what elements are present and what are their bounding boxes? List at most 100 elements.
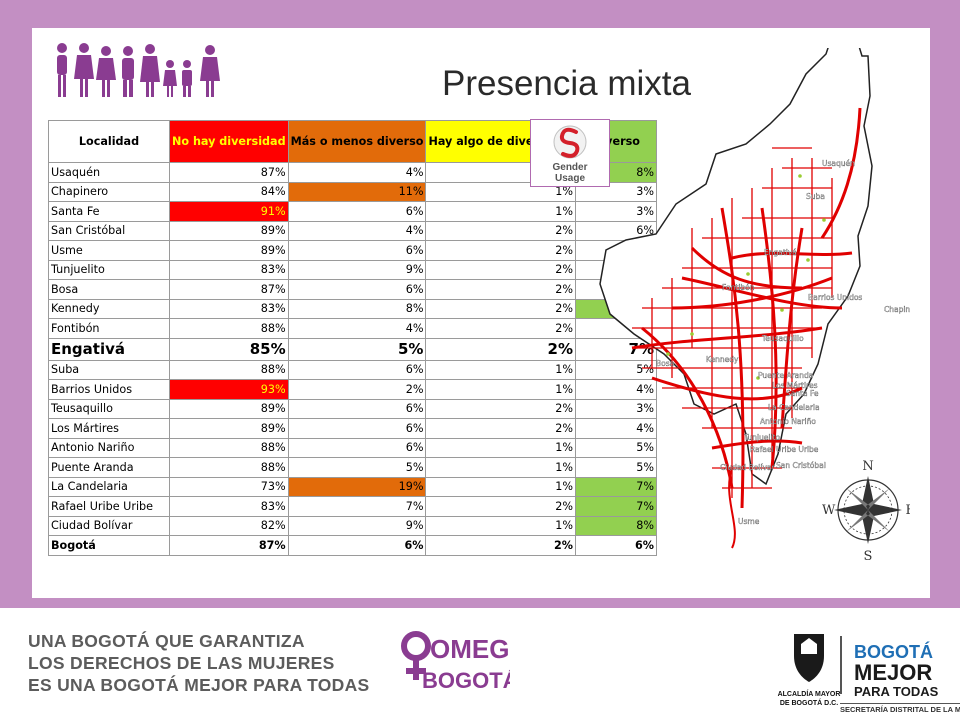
cell-no-diversidad: 87% (169, 162, 289, 183)
cell-mas-o-menos: 6% (287, 279, 427, 300)
cell-localidad: Bogotá (48, 535, 170, 556)
slide: Presencia mixta Localidad No hay diversi… (32, 28, 930, 598)
cell-localidad: Usaquén (48, 162, 170, 183)
cell-algo-diversidad: 2% (425, 240, 576, 261)
table-row: Ciudad Bolívar 82% 9% 1% 8% (48, 515, 657, 536)
slogan-line-1: UNA BOGOTÁ QUE GARANTIZA (28, 631, 305, 651)
cell-algo-diversidad: 2% (425, 535, 576, 556)
table-row: Suba 88% 6% 1% 5% (48, 359, 657, 380)
cell-diverso: 6% (575, 220, 657, 241)
cell-mas-o-menos: 8% (287, 298, 427, 319)
compass-n: N (862, 459, 873, 474)
cell-mas-o-menos: 5% (287, 337, 427, 361)
cell-algo-diversidad: 1% (425, 515, 576, 536)
cell-localidad: Kennedy (48, 298, 170, 319)
map-label-teusaquillo: Teusaquillo (761, 334, 804, 343)
table-row: Engativá 85% 5% 2% 7% (48, 337, 657, 361)
bogota-mejor-logo: BOGOTÁ MEJOR PARA TODAS (854, 641, 939, 699)
cell-algo-diversidad: 2% (425, 418, 576, 439)
people-icons (57, 43, 220, 97)
cell-diverso: 5% (575, 437, 657, 458)
cell-diverso: 3% (575, 201, 657, 222)
map-label-kennedy: Kennedy (706, 355, 739, 364)
cell-no-diversidad: 87% (169, 279, 289, 300)
gender-usage-logo: Gender Usage (530, 119, 610, 187)
cell-mas-o-menos: 6% (287, 240, 427, 261)
diversity-table: Localidad No hay diversidad Más o menos … (48, 120, 657, 556)
cell-no-diversidad: 83% (169, 298, 289, 319)
cell-mas-o-menos: 9% (287, 259, 427, 280)
table-row: Antonio Nariño 88% 6% 1% 5% (48, 437, 657, 458)
slide-title: Presencia mixta (442, 64, 691, 103)
cell-no-diversidad: 88% (169, 437, 289, 458)
slogan-line-2: LOS DERECHOS DE LAS MUJERES (28, 653, 335, 673)
cell-localidad: Los Mártires (48, 418, 170, 439)
para-todas-text: PARA TODAS (854, 684, 939, 699)
cell-algo-diversidad: 2% (425, 298, 576, 319)
cell-localidad: Suba (48, 359, 170, 380)
cell-localidad: Ciudad Bolívar (48, 515, 170, 536)
secretaria-label: SECRETARÍA DISTRITAL DE LA MUJER (840, 703, 960, 714)
map-label-rafael-uribe: Rafael Uribe Uribe (750, 445, 819, 454)
map-label-la-candelaria: La Candelaria (768, 403, 820, 412)
cell-mas-o-menos: 2% (287, 379, 427, 400)
cell-no-diversidad: 89% (169, 220, 289, 241)
cell-localidad: San Cristóbal (48, 220, 170, 241)
footer-slogan: UNA BOGOTÁ QUE GARANTIZA LOS DERECHOS DE… (28, 630, 370, 696)
cell-localidad: Rafael Uribe Uribe (48, 496, 170, 517)
cell-no-diversidad: 88% (169, 457, 289, 478)
cell-algo-diversidad: 1% (425, 476, 576, 497)
cell-algo-diversidad: 1% (425, 359, 576, 380)
map-label-engativa: Engativá (764, 248, 797, 257)
compass-e: E (906, 503, 911, 518)
cell-mas-o-menos: 6% (287, 418, 427, 439)
cell-no-diversidad: 89% (169, 240, 289, 261)
cell-localidad: Teusaquillo (48, 398, 170, 419)
cell-mas-o-menos: 4% (287, 220, 427, 241)
cell-diverso: 6% (575, 535, 657, 556)
table-row: San Cristóbal 89% 4% 2% 6% (48, 220, 657, 241)
cell-mas-o-menos: 5% (287, 457, 427, 478)
table-row: Bogotá 87% 6% 2% 6% (48, 535, 657, 556)
cell-no-diversidad: 83% (169, 259, 289, 280)
cell-localidad: Santa Fe (48, 201, 170, 222)
cell-no-diversidad: 85% (169, 337, 289, 361)
cell-algo-diversidad: 1% (425, 201, 576, 222)
cell-localidad: La Candelaria (48, 476, 170, 497)
cell-no-diversidad: 93% (169, 379, 289, 400)
map-label-barrios-unidos: Barrios Unidos (808, 293, 862, 302)
compass-w: W (822, 503, 836, 518)
cell-mas-o-menos: 7% (287, 496, 427, 517)
table-row: Los Mártires 89% 6% 2% 4% (48, 418, 657, 439)
table-row: Rafael Uribe Uribe 83% 7% 2% 7% (48, 496, 657, 517)
cell-algo-diversidad: 2% (425, 496, 576, 517)
bogota-map: Suba Engativá Barrios Unidos Chapinero T… (599, 48, 911, 564)
alcaldia-line1: ALCALDÍA MAYOR (778, 689, 841, 698)
cell-no-diversidad: 88% (169, 359, 289, 380)
map-label-usaquen: Usaquén (822, 159, 855, 168)
header-no-diversidad: No hay diversidad (169, 120, 289, 163)
cell-localidad: Antonio Nariño (48, 437, 170, 458)
cell-no-diversidad: 88% (169, 318, 289, 339)
map-label-san-cristobal: San Cristóbal (776, 461, 826, 470)
cell-algo-diversidad: 2% (425, 259, 576, 280)
cell-localidad: Bosa (48, 279, 170, 300)
cell-mas-o-menos: 9% (287, 515, 427, 536)
map-label-puente-aranda: Puente Aranda (758, 371, 813, 380)
cell-no-diversidad: 84% (169, 181, 289, 202)
cell-algo-diversidad: 1% (425, 457, 576, 478)
table-row: Teusaquillo 89% 6% 2% 3% (48, 398, 657, 419)
cell-mas-o-menos: 6% (287, 398, 427, 419)
map-label-antonio-narino: Antonio Nariño (760, 417, 816, 426)
map-label-usme: Usme (738, 517, 760, 526)
cell-mas-o-menos: 6% (287, 359, 427, 380)
mejor-text: MEJOR (854, 660, 932, 685)
cell-no-diversidad: 83% (169, 496, 289, 517)
cell-no-diversidad: 91% (169, 201, 289, 222)
cell-algo-diversidad: 2% (425, 279, 576, 300)
map-label-tunjuelito: Tunjuelito (743, 433, 781, 442)
cell-localidad: Usme (48, 240, 170, 261)
